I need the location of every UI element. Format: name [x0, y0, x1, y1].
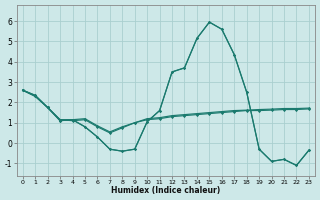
X-axis label: Humidex (Indice chaleur): Humidex (Indice chaleur) — [111, 186, 220, 195]
